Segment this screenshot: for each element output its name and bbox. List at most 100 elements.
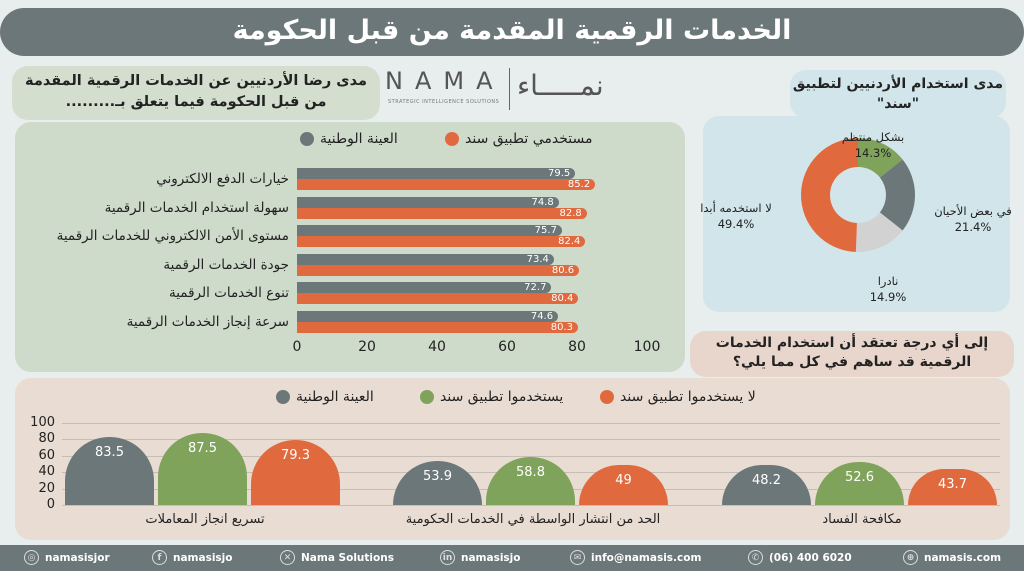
y-tick-label: 40 [38,464,55,480]
bar-national-sample: 74.8 [297,196,559,208]
footer-text: namasisjor [45,551,110,564]
donut-slice [855,212,903,252]
bar-category-label: سرعة إنجاز الخدمات الرقمية [126,314,289,330]
gridline [62,423,1000,424]
instagram-icon: ◎ [24,550,39,565]
logo-divider [509,68,510,110]
x-icon: ✕ [280,550,295,565]
column-category-label: تسريع انجاز المعاملات [145,512,265,527]
donut-slice [800,138,858,252]
phone-icon: ✆ [748,550,763,565]
y-tick-label: 60 [38,447,55,463]
column-bar: 87.5 [158,433,247,505]
gridline [62,455,1000,457]
x-tick-label: 60 [498,339,516,355]
donut-slice [858,138,903,178]
footer-item[interactable]: f namasisjo [152,550,233,565]
bar-sanad-users: 80.4 [297,293,579,305]
footer-text: Nama Solutions [301,551,394,564]
column-bar: 79.3 [251,439,340,505]
slice-label: نادرا [877,274,899,288]
legend-label: مستخدمي تطبيق سند [465,131,593,147]
x-tick-label: 0 [292,339,302,355]
mail-icon: ✉ [570,550,585,565]
bar-national-sample: 72.7 [297,282,552,294]
y-tick-label: 0 [46,497,55,512]
bar-category-label: جودة الخدمات الرقمية [163,256,289,273]
footer-text: info@namasis.com [591,551,702,564]
bar-sanad-users: 82.8 [297,207,587,219]
donut-label-never: لا استخدمه أبدا 49.4% [681,200,791,232]
legend-item-national-sample: العينة الوطنية [300,131,398,147]
legend-label: يستخدموا تطبيق سند [440,389,564,405]
legend-label: لا يستخدموا تطبيق سند [620,389,756,405]
bar-category-label: خيارات الدفع الالكتروني [156,171,289,187]
footer-item[interactable]: ✕ Nama Solutions [280,550,394,565]
donut-chart [800,138,915,252]
logo-tagline: STRATEGIC INTELLIGENCE SOLUTIONS [388,99,500,105]
x-tick-label: 20 [358,339,376,355]
bar-category-label: سهولة استخدام الخدمات الرقمية [104,199,289,216]
legend-label: العينة الوطنية [320,131,398,147]
footer-item[interactable]: in namasisjo [440,550,521,565]
slice-value: 49.4% [717,217,755,231]
legend-dot-orange [445,132,459,146]
bar-national-sample: 79.5 [297,168,576,179]
legend-item-users: يستخدموا تطبيق سند [420,389,563,405]
footer-item[interactable]: ⊕ namasis.com [903,550,1001,565]
footer-item[interactable]: ✆ (06) 400 6020 [748,550,852,565]
bar-sanad-users: 80.6 [297,264,580,276]
globe-icon: ⊕ [903,550,918,565]
donut-label-rarely: نادرا 14.9% [833,273,943,305]
bar-national-sample: 73.4 [297,253,554,265]
legend-dot-orange [600,390,614,404]
linkedin-icon: in [440,550,455,565]
footer: ◎ namasisjor f namasisjo ✕ Nama Solutions in na… [0,545,1024,571]
footer-item[interactable]: ◎ namasisjor [24,550,110,565]
bar-sanad-users: 82.4 [297,236,586,248]
slice-label: بشكل منتظم [841,130,905,144]
bar-sanad-users: 85.2 [297,179,596,190]
logo-ar: نمـــــاء [517,69,604,102]
column-category-label: مكافحة الفساد [822,512,902,527]
slice-value: 14.3% [854,146,892,160]
footer-text: namasisjo [461,551,521,564]
satisfaction-chart-title: مدى رضا الأردنيين عن الخدمات الرقمية الم… [12,66,380,120]
slice-value: 14.9% [869,290,907,304]
legend-item-non-users: لا يستخدموا تطبيق سند [600,389,756,405]
gridline [62,505,1000,506]
legend-label: العينة الوطنية [296,389,374,405]
x-tick-label: 80 [568,339,586,355]
slice-label: لا استخدمه أبدا [700,201,772,215]
footer-text: (06) 400 6020 [769,551,852,564]
y-tick-label: 80 [38,431,55,447]
nama-logo: NAMA STRATEGIC INTELLIGENCE SOLUTIONS نم… [385,68,640,114]
slice-label: في بعض الأحيان [934,204,1012,218]
footer-item[interactable]: ✉ info@namasis.com [570,550,701,565]
bar-category-label: مستوى الأمن الالكتروني للخدمات الرقمية [56,228,289,245]
y-tick-label: 100 [30,415,55,430]
legend-dot-green [420,390,434,404]
logo-en: NAMA [385,67,505,95]
bar-sanad-users: 80.3 [297,322,579,333]
y-tick-label: 20 [38,480,55,496]
donut-chart-title: مدى استخدام الأردنيين لتطبيق "سند" [790,70,1006,118]
slice-value: 21.4% [954,220,992,234]
donut-label-sometimes: في بعض الأحيان 21.4% [918,203,1024,235]
footer-text: namasisjo [173,551,233,564]
legend-dot-gray [300,132,314,146]
bar-category-label: تنوع الخدمات الرقمية [168,285,289,302]
x-tick-label: 40 [428,339,446,355]
bar-national-sample: 74.6 [297,311,559,322]
contribution-chart-title: إلى أي درجة تعتقد أن استخدام الخدمات الر… [690,331,1014,377]
column-bar: 83.5 [65,436,154,505]
x-tick-label: 100 [633,339,661,355]
donut-slice [879,159,915,231]
column-bar: 43.7 [908,469,997,505]
column-category-label: الحد من انتشار الواسطة في الخدمات الحكوم… [405,512,661,527]
facebook-icon: f [152,550,167,565]
donut-label-regular: بشكل منتظم 14.3% [818,129,928,161]
footer-text: namasis.com [924,551,1002,564]
legend-item-sanad-users: مستخدمي تطبيق سند [445,131,592,147]
bar-national-sample: 75.7 [297,225,562,237]
